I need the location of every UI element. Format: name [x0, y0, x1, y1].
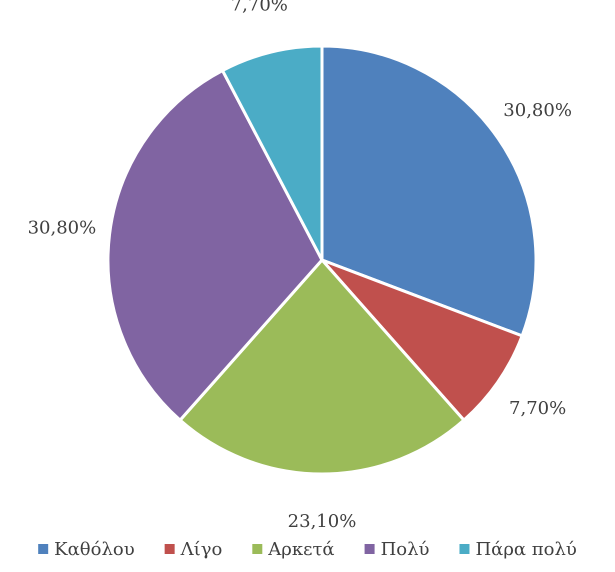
data-label: 23,10% [288, 511, 357, 532]
pie-slice [106, 68, 324, 423]
pie-slice [320, 258, 525, 423]
data-label: 30,80% [28, 217, 97, 238]
data-label: 30,80% [503, 100, 572, 121]
data-label: 7,70% [509, 398, 566, 419]
legend-label: Πάρα πολύ [475, 539, 576, 560]
data-label: 7,70% [231, 0, 288, 16]
pie-slice [177, 257, 467, 476]
legend-label: Καθόλου [54, 539, 135, 560]
legend-label: Αρκετά [267, 539, 334, 560]
legend-swatch [459, 544, 470, 554]
legend-swatch [364, 544, 375, 554]
pie-slice [320, 44, 538, 338]
pie-slice [220, 44, 324, 261]
legend-swatch [38, 544, 49, 554]
legend-swatch [252, 544, 263, 554]
legend-label: Πολύ [381, 539, 430, 560]
legend-label: Λίγο [180, 539, 223, 560]
legend-swatch [164, 544, 175, 554]
